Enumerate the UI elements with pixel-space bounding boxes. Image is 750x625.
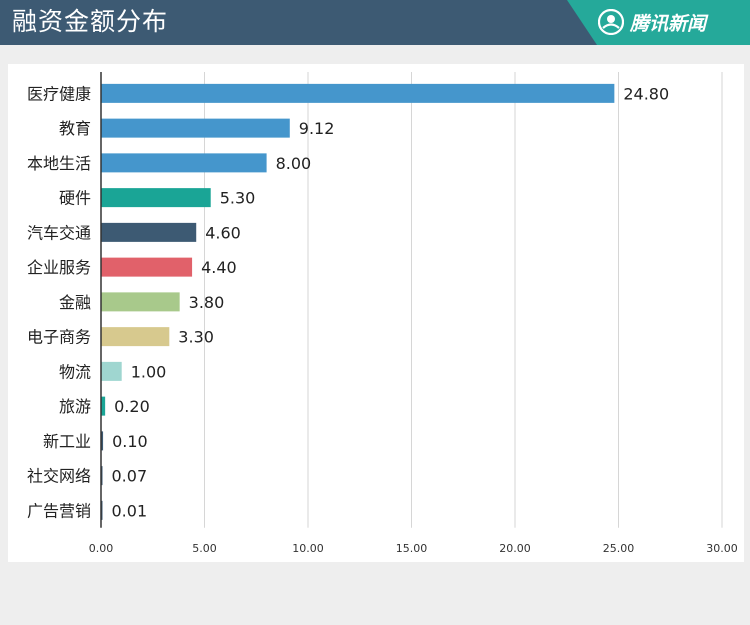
- category-label: 广告营销: [27, 501, 91, 520]
- x-tick-label: 25.00: [603, 542, 635, 555]
- value-label: 0.01: [112, 501, 148, 520]
- tencent-news-logo-icon: [598, 9, 624, 35]
- category-label: 汽车交通: [27, 223, 91, 242]
- bar: [101, 361, 122, 381]
- value-label: 5.30: [220, 189, 256, 208]
- brand-panel: [567, 0, 750, 45]
- value-label: 0.07: [112, 467, 148, 486]
- category-label: 金融: [59, 293, 91, 312]
- brand-name: 腾讯新闻: [630, 12, 707, 35]
- bar: [101, 222, 197, 242]
- category-label: 企业服务: [27, 258, 91, 277]
- page-title: 融资金额分布: [12, 7, 169, 36]
- value-label: 0.10: [112, 432, 148, 451]
- bar: [101, 188, 211, 208]
- value-label: 3.80: [189, 293, 225, 312]
- value-label: 3.30: [178, 328, 214, 347]
- value-label: 9.12: [299, 119, 335, 138]
- value-label: 0.20: [114, 397, 150, 416]
- bar-chart: 医疗健康 24.80 教育 9.12 本地生活 8.00 硬件 5.30 汽车交通 4.60 企业服…: [27, 72, 738, 555]
- bar: [101, 292, 180, 312]
- bar: [101, 327, 170, 347]
- category-label: 教育: [59, 119, 91, 138]
- bar: [101, 257, 193, 277]
- bar: [101, 396, 106, 416]
- bar: [101, 83, 615, 103]
- chart-panel: 医疗健康 24.80 教育 9.12 本地生活 8.00 硬件 5.30 汽车交通 4.60 企业服…: [8, 64, 744, 562]
- value-label: 4.60: [205, 223, 241, 242]
- category-label: 医疗健康: [27, 84, 91, 103]
- x-tick-label: 30.00: [706, 542, 738, 555]
- brand-logo: 腾讯新闻: [598, 8, 706, 36]
- category-label: 社交网络: [27, 467, 91, 486]
- x-tick-label: 15.00: [396, 542, 428, 555]
- bar: [101, 153, 267, 173]
- category-label: 本地生活: [27, 154, 91, 173]
- category-label: 物流: [59, 362, 91, 381]
- category-label: 旅游: [59, 397, 91, 416]
- x-tick-label: 0.00: [89, 542, 114, 555]
- x-tick-label: 10.00: [292, 542, 324, 555]
- value-label: 8.00: [276, 154, 312, 173]
- x-tick-label: 5.00: [192, 542, 217, 555]
- bar: [101, 431, 104, 451]
- category-label: 硬件: [59, 189, 91, 208]
- value-label: 1.00: [131, 362, 167, 381]
- category-label: 电子商务: [27, 328, 91, 347]
- value-label: 24.80: [623, 84, 669, 103]
- bar: [101, 118, 290, 138]
- category-label: 新工业: [43, 432, 91, 451]
- x-tick-label: 20.00: [499, 542, 531, 555]
- value-label: 4.40: [201, 258, 237, 277]
